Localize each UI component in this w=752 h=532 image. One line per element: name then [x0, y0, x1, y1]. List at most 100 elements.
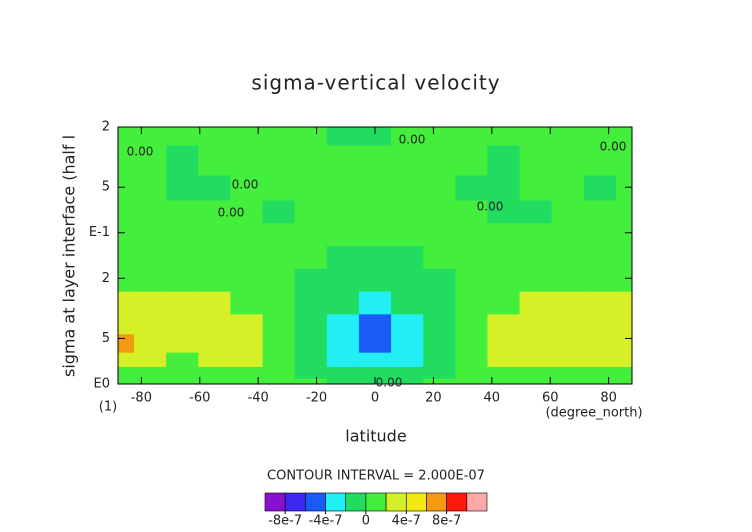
field-cell [487, 291, 521, 315]
field-cell [166, 145, 199, 176]
field-cell [583, 246, 617, 270]
field-cell [391, 127, 424, 146]
x-tick-label: -60 [189, 391, 210, 406]
field-cell [615, 334, 633, 354]
field-cell [262, 145, 296, 176]
field-cell [455, 352, 488, 368]
field-cell [134, 145, 167, 176]
field-cell [326, 334, 360, 354]
field-cell [519, 145, 553, 176]
field-cell [519, 352, 553, 368]
field-cell [294, 291, 328, 315]
field-cell [134, 200, 167, 224]
x-axis-label: latitude [345, 427, 406, 446]
colorbar-label: -4e-7 [309, 514, 343, 529]
field-cell [615, 175, 633, 202]
field-cell [391, 246, 424, 270]
field-cell [551, 352, 585, 368]
field-cell [166, 314, 199, 335]
field-cell [615, 127, 633, 146]
field-cell [166, 223, 199, 247]
field-cell [583, 268, 617, 293]
field-cell [519, 334, 553, 354]
field-cell [615, 291, 633, 315]
field-cell [198, 175, 231, 202]
field-cell [262, 366, 296, 380]
x-tick-label: 20 [425, 391, 442, 406]
field-cell [358, 127, 392, 146]
field-cell [583, 175, 617, 202]
field-cell [519, 200, 553, 224]
field-cell [294, 127, 328, 146]
field-cell [166, 334, 199, 354]
field-cell [294, 145, 328, 176]
field-cell [423, 334, 456, 354]
field-cell [198, 145, 231, 176]
field-cell [551, 314, 585, 335]
contour-label: 0.00 [376, 376, 403, 390]
colorbar-label: 4e-7 [392, 514, 421, 529]
field-cell [391, 223, 424, 247]
field-cell [294, 352, 328, 368]
field-cell [198, 334, 231, 354]
field-cell [294, 366, 328, 380]
field-cell [294, 378, 328, 385]
field-cell [326, 314, 360, 335]
chart-title: sigma-vertical velocity [251, 71, 500, 95]
y-tick-label: 2 [102, 271, 110, 286]
field-cell [487, 268, 521, 293]
field-cell [118, 366, 135, 380]
field-cell [519, 223, 553, 247]
field-cell [230, 175, 264, 202]
field-cell [262, 127, 296, 146]
field-cell [326, 223, 360, 247]
field-cell [118, 246, 135, 270]
field-cell [262, 200, 296, 224]
field-cell [583, 366, 617, 380]
field-cell [294, 334, 328, 354]
field-cell [326, 127, 360, 146]
field-cell [358, 366, 392, 380]
field-cell [198, 366, 231, 380]
field-cell [455, 378, 488, 385]
field-cell [134, 127, 167, 146]
field-cell [423, 366, 456, 380]
field-cell [326, 145, 360, 176]
y-tick-label: 5 [102, 331, 110, 346]
field-cell [551, 145, 585, 176]
colorbar-box [345, 492, 367, 512]
field-cell [455, 334, 488, 354]
field-cell [487, 127, 521, 146]
contour-label: 0.00 [218, 206, 245, 220]
field-cell [487, 246, 521, 270]
field-cell [326, 291, 360, 315]
field-cell [134, 291, 167, 315]
colorbar-label: 0 [362, 514, 370, 529]
field-cell [118, 378, 135, 385]
field-cell [551, 378, 585, 385]
field-cell [615, 223, 633, 247]
field-cell [230, 291, 264, 315]
field-cell [166, 175, 199, 202]
field-cell [455, 366, 488, 380]
field-cell [262, 314, 296, 335]
colorbar-box [284, 492, 306, 512]
field-cell [166, 378, 199, 385]
field-cell [262, 246, 296, 270]
colorbar-box [264, 492, 286, 512]
field-cell [358, 175, 392, 202]
field-cell [358, 246, 392, 270]
field-cell [551, 291, 585, 315]
field-cell [583, 352, 617, 368]
field-cell [294, 246, 328, 270]
field-cell [230, 334, 264, 354]
field-cell [230, 352, 264, 368]
field-cell [166, 268, 199, 293]
field-cell [326, 246, 360, 270]
field-cell [166, 246, 199, 270]
x-tick-label: 0 [371, 391, 379, 406]
field-cell [487, 200, 521, 224]
colorbar-box [325, 492, 347, 512]
field-cell [166, 366, 199, 380]
field-cell [615, 352, 633, 368]
